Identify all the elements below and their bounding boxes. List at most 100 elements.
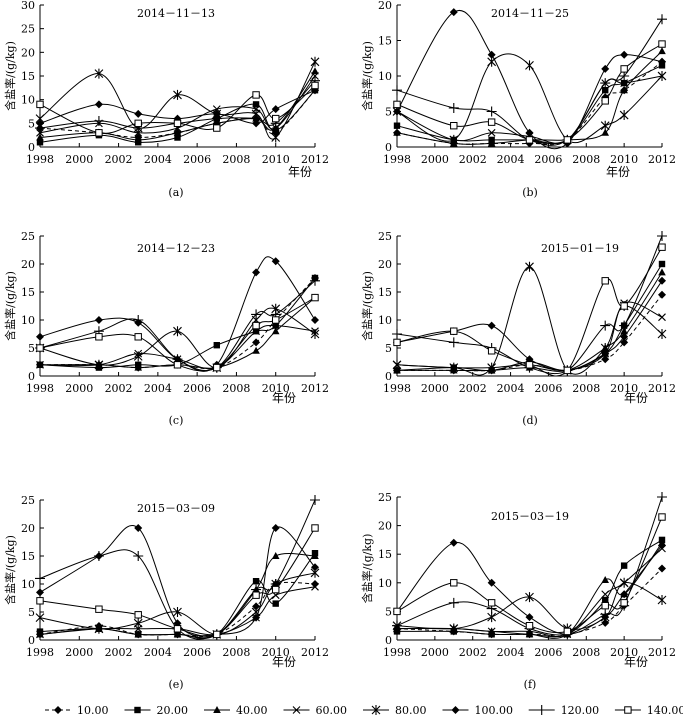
data-point <box>601 277 609 285</box>
x-tick-label: 2010 <box>262 382 290 395</box>
y-tick-label: 10 <box>378 577 392 590</box>
date-annotation: 2015－03－19 <box>491 510 569 523</box>
data-point <box>658 57 666 66</box>
data-point <box>487 627 496 636</box>
data-point <box>487 321 496 330</box>
data-point <box>619 110 629 121</box>
data-point <box>450 122 458 130</box>
data-point <box>487 578 496 587</box>
x-tick-label: 2010 <box>610 382 638 395</box>
series-line <box>39 280 316 372</box>
y-tick-label: 5 <box>385 106 392 119</box>
data-point <box>173 625 182 633</box>
data-point <box>311 524 319 532</box>
series-line <box>39 324 316 370</box>
data-point <box>620 302 628 310</box>
data-point <box>272 585 280 594</box>
data-point <box>173 326 182 337</box>
data-point <box>252 321 260 330</box>
data-point <box>93 551 104 561</box>
data-point <box>601 575 610 583</box>
data-point <box>252 346 260 354</box>
data-point <box>658 268 666 276</box>
series-line <box>39 277 316 370</box>
data-point <box>601 97 609 105</box>
data-point <box>211 113 222 124</box>
data-point <box>525 136 534 144</box>
data-point <box>173 119 182 128</box>
data-point <box>134 524 143 532</box>
y-axis-label: 含盐率/(g/kg) <box>3 41 17 111</box>
data-point <box>601 128 610 136</box>
x-tick-label: 1998 <box>383 646 411 659</box>
data-point <box>310 495 320 505</box>
panel-label: (b) <box>522 186 538 199</box>
data-point <box>393 122 401 129</box>
x-tick-label: 2008 <box>572 646 600 659</box>
data-point <box>271 327 280 335</box>
data-point <box>36 332 44 341</box>
x-tick-label: 2008 <box>222 646 250 659</box>
data-point <box>563 627 572 636</box>
data-point <box>658 276 666 285</box>
data-point <box>133 315 144 325</box>
legend-marker <box>292 706 301 714</box>
data-point <box>252 613 261 622</box>
y-tick-label: 25 <box>378 491 392 504</box>
data-point <box>252 602 261 611</box>
data-point <box>525 261 534 272</box>
x-tick-label: 2004 <box>144 646 172 659</box>
data-point <box>271 257 280 266</box>
y-tick-label: 10 <box>378 70 392 83</box>
data-point <box>600 78 611 89</box>
y-tick-label: 0 <box>28 141 35 154</box>
data-point <box>310 56 320 67</box>
data-point <box>449 8 458 17</box>
data-point <box>94 100 103 109</box>
x-tick-label: 1998 <box>383 382 411 395</box>
data-point <box>525 630 534 638</box>
data-point <box>658 260 666 268</box>
data-point <box>251 309 262 320</box>
data-point <box>620 79 629 87</box>
y-tick-label: 15 <box>378 286 392 299</box>
x-tick-label: 2006 <box>534 153 562 166</box>
x-axis-label: 年份 <box>624 391 648 405</box>
y-tick-label: 15 <box>378 548 392 561</box>
legend: 10.00 20.00 40.00 60.00 80.00 100.00 120.00 140… <box>45 704 683 717</box>
y-tick-label: 10 <box>21 314 35 327</box>
x-tick-label: 2002 <box>459 646 487 659</box>
y-tick-label: 25 <box>21 230 35 243</box>
data-point <box>213 363 221 372</box>
data-point <box>449 623 459 634</box>
data-point <box>271 524 280 532</box>
data-point <box>487 362 497 373</box>
x-tick-label: 2010 <box>262 646 290 659</box>
data-point <box>311 563 319 572</box>
data-point <box>449 362 459 373</box>
legend-label: 20.00 <box>157 704 189 717</box>
x-tick-label: 2010 <box>610 153 638 166</box>
series-140.00 <box>393 243 666 377</box>
data-point <box>134 119 142 128</box>
data-point <box>525 613 534 622</box>
x-axis-label: 年份 <box>606 165 630 179</box>
data-point <box>252 101 260 108</box>
x-tick-label: 1998 <box>26 153 54 166</box>
legend-item: 20.00 <box>124 704 189 717</box>
legend-marker <box>54 706 62 714</box>
x-tick-label: 2012 <box>301 153 329 166</box>
data-point <box>252 268 261 277</box>
legend-marker <box>371 705 381 715</box>
data-point <box>134 333 142 341</box>
data-point <box>251 113 262 124</box>
data-point <box>658 513 666 521</box>
data-point <box>601 349 610 358</box>
legend-label: 80.00 <box>395 704 427 717</box>
x-tick-label: 1998 <box>26 646 54 659</box>
series-line <box>397 294 663 372</box>
series-120.00 <box>35 495 320 640</box>
y-tick-label: 0 <box>28 370 35 383</box>
data-point <box>602 596 609 604</box>
data-point <box>311 582 319 591</box>
